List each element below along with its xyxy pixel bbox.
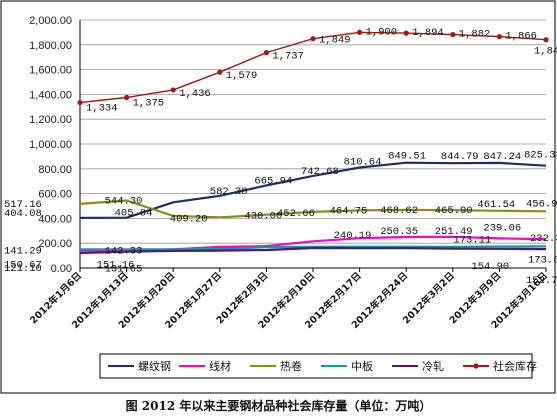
y-tick-label: 1,800.00	[29, 40, 72, 52]
data-label: 142.33	[105, 245, 143, 257]
data-label: 251.49	[435, 226, 473, 238]
legend-marker	[473, 363, 479, 369]
data-label: 825.33	[524, 150, 557, 162]
data-label: 152.70	[526, 275, 557, 287]
data-label: 452.66	[277, 208, 315, 220]
data-label: 1,737	[272, 51, 304, 63]
y-tick-label: 1,200.00	[29, 114, 72, 126]
data-label: 844.79	[441, 151, 479, 163]
y-tick-label: 800.00	[38, 164, 72, 176]
data-point	[170, 87, 176, 93]
data-label: 464.75	[330, 205, 368, 217]
data-label: 742.68	[301, 166, 339, 178]
data-label: 582.38	[210, 186, 248, 198]
data-label: 430.00	[244, 211, 282, 223]
data-label: 847.24	[483, 151, 521, 163]
data-label: 1,882	[459, 29, 491, 41]
chart-border	[0, 0, 556, 394]
y-tick-label: 2,000.00	[29, 15, 72, 27]
data-label: 239.06	[483, 222, 521, 234]
data-label: 456.94	[526, 198, 557, 210]
data-label: 240.19	[334, 230, 372, 242]
y-tick-label: 400.00	[38, 213, 72, 225]
data-label: 849.51	[388, 151, 426, 163]
data-point	[124, 94, 130, 101]
data-point	[217, 69, 223, 75]
series-line	[79, 246, 547, 255]
legend-label: 中板	[351, 359, 373, 373]
line-chart: 0.00 200.00 400.00 600.00 800.00 1,000.00 1,20…	[0, 0, 557, 394]
legend-label: 热卷	[280, 359, 302, 373]
y-tick-label: 1,400.00	[29, 89, 72, 101]
data-label: 232.32	[530, 233, 557, 245]
series-line	[79, 31, 547, 104]
data-label: 121.10	[4, 263, 42, 275]
data-point	[263, 50, 269, 56]
data-point	[543, 37, 549, 43]
data-label: 250.35	[380, 226, 418, 238]
data-point	[310, 36, 316, 42]
figure-caption: 图 2012 年以来主要钢材品种社会库存量（单位：万吨）	[125, 399, 432, 413]
data-label: 1,900	[366, 26, 398, 38]
data-label: 468.62	[380, 205, 418, 217]
series-line	[79, 199, 547, 219]
data-point	[357, 29, 363, 35]
legend-label: 社会库存	[493, 359, 537, 373]
data-label: 465.90	[435, 205, 473, 217]
y-tick-label: 1,600.00	[29, 65, 72, 77]
y-tick-label: 0.00	[51, 263, 72, 275]
data-label: 1,334	[86, 103, 118, 115]
data-label: 409.20	[170, 213, 208, 225]
y-tick-label: 200.00	[38, 238, 72, 250]
data-label: 665.94	[254, 175, 292, 187]
data-label: 173.11	[453, 235, 491, 247]
series-line	[79, 161, 547, 219]
data-label: 1,894	[412, 27, 444, 39]
legend: 螺纹钢 线材 热卷 中板 冷轧 社会库存	[99, 353, 537, 379]
data-label: 1,375	[133, 98, 165, 110]
series	[77, 29, 549, 255]
data-labels: 404.08 405.84 582.38 665.94 742.68 810.64 849.…	[4, 26, 557, 287]
data-label: 405.84	[115, 208, 153, 220]
data-label: 151.16	[97, 259, 135, 271]
legend-label: 冷轧	[422, 359, 444, 373]
data-label: 461.54	[477, 199, 515, 211]
data-point	[403, 30, 409, 36]
data-label: 517.16	[4, 199, 42, 211]
data-label: 1,849	[319, 35, 351, 47]
data-label: 404.08	[4, 208, 42, 220]
data-label: 1,841	[534, 46, 557, 58]
y-tick-label: 600.00	[38, 189, 72, 201]
data-label: 154.90	[471, 261, 509, 273]
legend-label: 线材	[209, 359, 231, 373]
y-tick-label: 1,000.00	[29, 139, 72, 151]
data-label: 1,436	[179, 88, 211, 100]
data-label: 544.30	[105, 196, 143, 208]
legend-box	[99, 353, 533, 379]
grid	[80, 19, 546, 244]
data-label: 141.29	[4, 245, 42, 257]
data-label: 1,579	[226, 70, 258, 82]
data-label: 131.65	[105, 264, 143, 276]
data-label: 810.64	[344, 156, 382, 168]
data-point	[496, 34, 502, 40]
series-line	[80, 245, 547, 251]
legend-label: 螺纹钢	[138, 359, 171, 373]
data-label: 173.80	[528, 254, 557, 266]
data-point	[77, 99, 83, 106]
data-label: 150.67	[4, 259, 42, 271]
data-point	[450, 32, 456, 38]
data-label: 1,866	[505, 31, 537, 43]
